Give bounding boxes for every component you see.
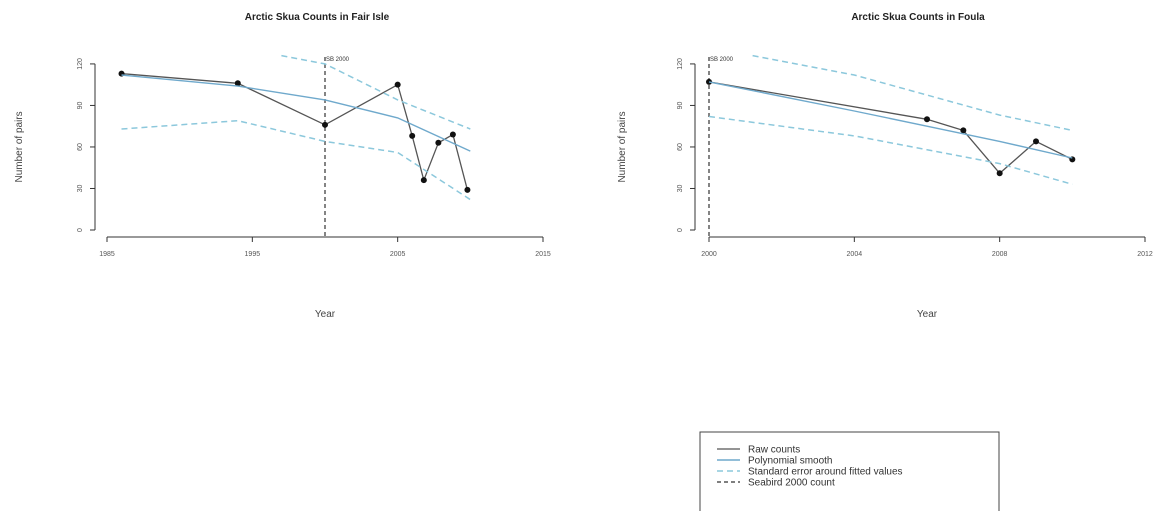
series-line-se	[708, 115, 1073, 186]
series-line-smooth	[121, 74, 471, 152]
legend-label: Raw counts	[748, 445, 800, 456]
y-tick-label: 60	[77, 143, 84, 151]
y-tick-label: 90	[77, 101, 84, 109]
chart-panel-1: Arctic Skua Counts in Fair Isle 1985 1995 2…	[14, 12, 551, 320]
y-tick-label: 120	[77, 58, 84, 70]
x-tick-label: 2000	[701, 251, 717, 258]
y-axis-label: Number of pairs	[14, 111, 25, 182]
series-line-se	[752, 54, 1073, 132]
y-tick-label: 90	[677, 101, 684, 109]
legend-label: Standard error around fitted values	[748, 467, 903, 478]
chart-panel-2: Arctic Skua Counts in Foula 2000 2004 2008 2…	[617, 12, 1153, 320]
raw-count-point	[234, 80, 241, 87]
raw-count-point	[409, 132, 416, 139]
raw-count-point	[322, 121, 328, 128]
x-axis-label: Year	[315, 309, 336, 320]
raw-count-point	[960, 127, 967, 134]
legend-label: Polynomial smooth	[748, 456, 832, 467]
raw-count-point	[996, 170, 1003, 177]
y-tick-label: 30	[77, 184, 84, 192]
raw-count-point	[924, 116, 930, 123]
raw-count-point	[464, 186, 471, 193]
x-axis-label: Year	[917, 309, 938, 320]
raw-count-point	[1033, 138, 1039, 145]
x-tick-label: 2005	[390, 251, 406, 258]
x-tick-label: 2012	[1137, 251, 1153, 258]
y-tick-label: 120	[677, 58, 684, 70]
seabird-annotation: SB 2000	[710, 57, 734, 63]
series-line-raw	[121, 72, 469, 191]
y-axis-label: Number of pairs	[617, 111, 628, 182]
series-line-se	[281, 54, 471, 130]
legend-label: Seabird 2000 count	[748, 478, 835, 489]
chart-title: Arctic Skua Counts in Fair Isle	[245, 12, 390, 23]
chart-title: Arctic Skua Counts in Foula	[851, 12, 985, 23]
raw-count-point	[394, 81, 401, 88]
legend-box	[699, 431, 1000, 511]
raw-count-point	[420, 177, 427, 184]
x-tick-label: 1995	[245, 251, 261, 258]
x-tick-label: 2008	[992, 251, 1008, 258]
y-tick-label: 0	[77, 228, 84, 232]
raw-count-point	[449, 131, 456, 138]
x-tick-label: 1985	[99, 251, 115, 258]
x-tick-label: 2015	[535, 251, 551, 258]
y-tick-label: 0	[677, 228, 684, 232]
series-line-smooth	[708, 81, 1073, 159]
raw-count-point	[435, 139, 442, 146]
x-tick-label: 2004	[847, 251, 863, 258]
y-tick-label: 30	[677, 184, 684, 192]
seabird-annotation: SB 2000	[326, 57, 350, 63]
y-tick-label: 60	[677, 143, 684, 151]
series-line-raw	[708, 81, 1073, 175]
